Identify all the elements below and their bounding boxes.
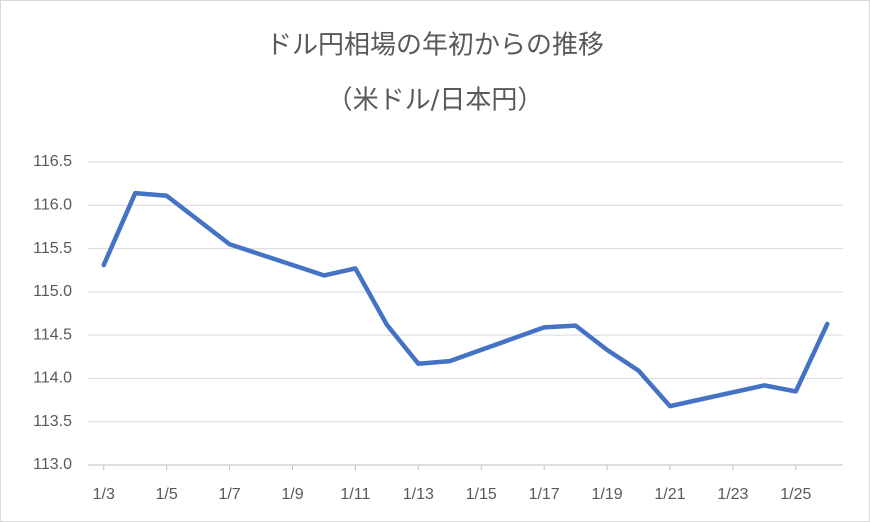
y-tick-label: 114.0 [33,370,72,387]
chart-subtitle: （米ドル/日本円） [327,86,544,116]
chart-title: ドル円相場の年初からの推移 [266,31,604,61]
y-tick-label: 115.5 [33,240,72,257]
y-tick-label: 116.5 [33,153,72,170]
y-tick-label: 113.5 [33,413,72,430]
x-tick-label: 1/3 [93,486,115,503]
x-tick-label: 1/21 [654,486,685,503]
x-tick-label: 1/13 [403,486,434,503]
x-tick-label: 1/15 [466,486,497,503]
x-tick-label: 1/5 [156,486,178,503]
x-tick-label: 1/19 [591,486,622,503]
y-tick-label: 114.5 [33,326,72,343]
y-tick-label: 113.0 [33,456,72,473]
y-tick-label: 115.0 [33,283,72,300]
x-tick-label: 1/23 [717,486,748,503]
x-tick-label: 1/25 [780,486,811,503]
data-line [101,190,830,409]
x-tick-label: 1/11 [340,486,370,503]
x-tick-label: 1/9 [281,486,303,503]
x-tick-label: 1/17 [529,486,560,503]
x-tick-label: 1/7 [218,486,240,503]
y-tick-label: 116.0 [33,197,72,214]
